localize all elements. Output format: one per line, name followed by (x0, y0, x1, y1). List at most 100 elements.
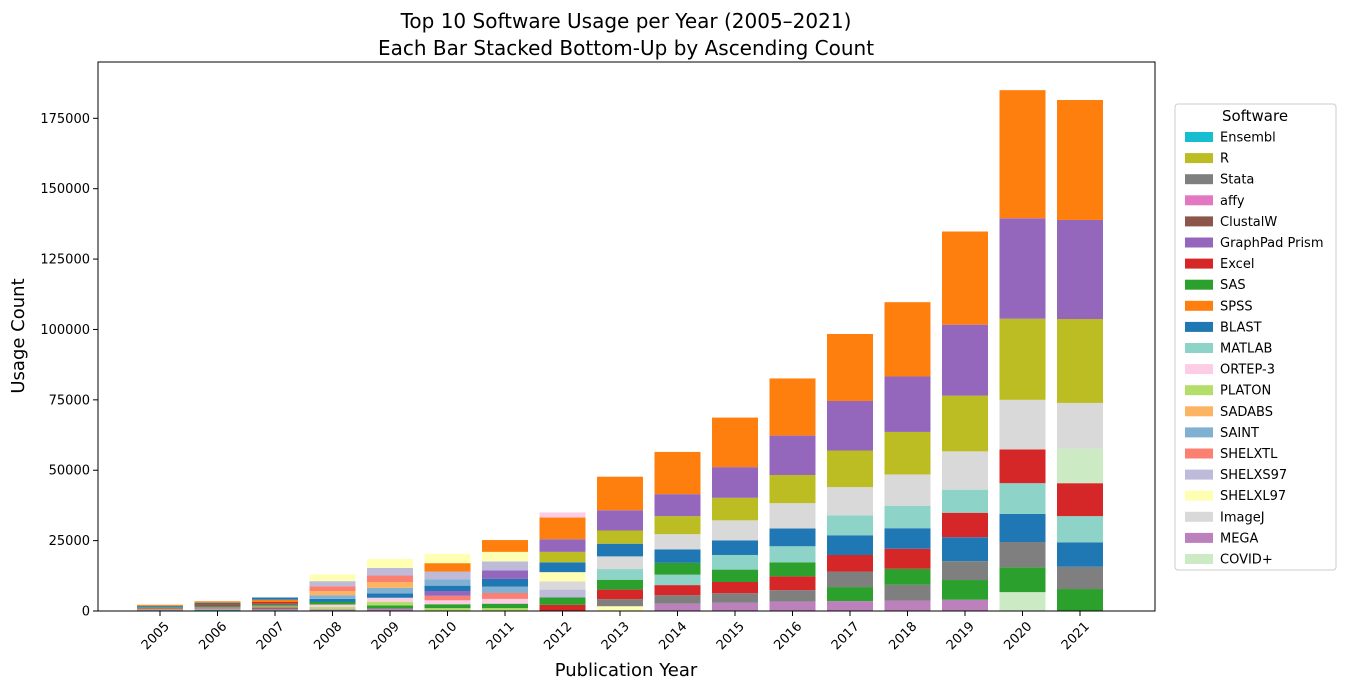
legend-label: MEGA (1220, 531, 1259, 546)
bar-segment-2017-r (827, 450, 873, 488)
legend: Software Ensembl R Stata affy ClustalW GraphP… (1174, 103, 1337, 571)
bar-segment-2017-spss (827, 333, 873, 401)
legend-swatch (1185, 554, 1213, 564)
bar-segment-2006-affy (194, 609, 241, 610)
y-axis: 0 25000 50000 75000 100000 125000 150000 175000 (40, 112, 98, 620)
bar-segment-2006-r (194, 607, 241, 609)
bar-segment-2010-platon (424, 608, 471, 611)
bar-segment-2016-imagej (769, 503, 816, 529)
bar-segment-2018-r (884, 431, 931, 475)
legend-label: Excel (1220, 257, 1254, 272)
legend-swatch (1185, 490, 1213, 501)
legend-swatch (1185, 343, 1213, 353)
bar-segment-2012-shelxs97 (539, 589, 586, 598)
bar-segment-2017-mega (827, 601, 873, 611)
bar-segment-2011-graphpad-prism (482, 570, 528, 579)
bar-segment-2010-shelxtl (424, 595, 471, 601)
bar-segment-2016-stata (769, 590, 816, 602)
bar-segment-2021-spss (1057, 100, 1103, 220)
bar-segment-2008-shelxs97 (309, 581, 356, 587)
bar-segment-2007-spss (252, 599, 298, 602)
x-tick-label: 2005 (139, 619, 173, 653)
legend-swatch (1185, 258, 1213, 269)
bar-segment-2012-spss (539, 517, 586, 540)
bar-segment-2009-sadabs (367, 582, 413, 588)
bar-segment-2014-stata (654, 595, 701, 604)
bar-segment-2008-blast (309, 598, 356, 602)
legend-swatch (1185, 364, 1213, 375)
bar-segment-2020-sas (999, 567, 1046, 593)
bar-segment-2008-saint (309, 595, 356, 599)
bar-segment-2020-excel (999, 449, 1046, 484)
plot-area-frame (97, 61, 1156, 612)
bar-segment-2014-mega (654, 603, 701, 611)
bar-segment-2019-imagej (942, 451, 988, 490)
bar-segment-2020-spss (999, 90, 1046, 219)
legend-swatch (1185, 300, 1213, 311)
bar-segment-2011-shelxs97 (482, 561, 528, 571)
bar-segment-2005-sas (137, 606, 183, 608)
bar-segment-2016-matlab (769, 546, 816, 563)
bar-segment-2020-blast (999, 513, 1046, 543)
legend-label: MATLAB (1220, 342, 1272, 357)
bar-segment-2011-spss (482, 540, 528, 552)
legend-swatch (1185, 448, 1213, 459)
bar-segment-2020-matlab (999, 483, 1046, 514)
bar-segment-2010-shelxs97 (424, 571, 471, 580)
bar-segment-2019-matlab (942, 489, 988, 513)
bar-segment-2010-spss (424, 563, 471, 572)
bar-segment-2005-stata (137, 609, 183, 610)
y-axis-label: Usage Count (8, 278, 29, 393)
y-tick-label: 100000 (40, 323, 90, 338)
bar-segment-2012-r (539, 551, 586, 563)
bar-segment-2015-mega (712, 602, 758, 611)
bar-segment-2017-graphpad-prism (827, 400, 873, 451)
bar-segment-2013-graphpad-prism (597, 510, 643, 531)
legend-label: Ensembl (1220, 131, 1276, 146)
bar-segment-2006-sas (194, 605, 241, 607)
legend-label: ImageJ (1220, 510, 1265, 525)
bar-segment-2012-ortep-3 (539, 512, 586, 518)
legend-label: R (1220, 152, 1229, 167)
y-tick-label: 75000 (49, 393, 90, 408)
legend-swatch (1185, 279, 1213, 290)
bar-segment-2014-blast (654, 549, 701, 563)
bar-segment-2010-blast (424, 585, 471, 592)
bar-segment-2008-platon (309, 607, 356, 610)
bar-segment-2018-matlab (884, 505, 931, 529)
bar-segment-2017-imagej (827, 487, 873, 516)
y-tick-label: 0 (82, 605, 90, 620)
bar-segment-2014-sas (654, 562, 701, 575)
x-tick-label: 2014 (656, 619, 690, 653)
bar-segment-2013-r (597, 530, 643, 544)
bar-segment-2011-blast (482, 578, 528, 587)
bar-segment-2019-blast (942, 537, 988, 562)
bar-segment-2021-matlab (1057, 516, 1103, 543)
legend-swatch (1185, 511, 1213, 522)
x-tick-label: 2020 (1001, 619, 1035, 653)
bar-segment-2020-r (999, 318, 1046, 400)
bar-segment-2015-stata (712, 593, 758, 603)
x-tick-label: 2019 (944, 619, 978, 653)
bar-segment-2013-sas (597, 579, 643, 590)
x-tick-label: 2009 (369, 619, 403, 653)
bar-segment-2018-imagej (884, 474, 931, 506)
bar-segment-2009-shelxl97 (367, 558, 413, 568)
x-tick-label: 2021 (1059, 619, 1093, 653)
bar-segment-2021-covid- (1057, 448, 1103, 484)
bar-segment-2009-sas (367, 605, 413, 609)
bars-layer (137, 90, 1103, 611)
bar-segment-2014-spss (654, 451, 701, 495)
bar-segment-2020-imagej (999, 399, 1046, 450)
legend-label: SAS (1220, 278, 1246, 293)
legend-label: PLATON (1220, 384, 1271, 399)
bar-segment-2010-saint (424, 579, 471, 586)
legend-swatch (1185, 385, 1213, 396)
bar-segment-2015-graphpad-prism (712, 467, 758, 498)
legend-label: COVID+ (1220, 553, 1273, 568)
bar-segment-2007-graphpad-prism (252, 605, 298, 607)
bar-segment-2017-stata (827, 571, 873, 588)
bar-segment-2018-spss (884, 302, 931, 377)
bar-segment-2019-graphpad-prism (942, 324, 988, 396)
bar-segment-2007-r (252, 606, 298, 608)
